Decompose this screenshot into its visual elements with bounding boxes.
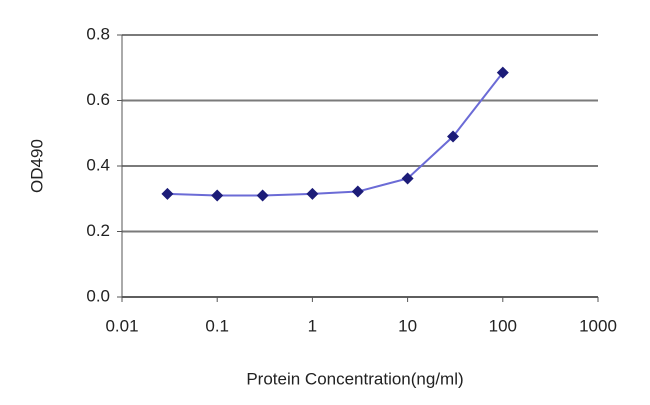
- y-tick-label: 0.6: [86, 90, 110, 109]
- data-point: [256, 189, 269, 202]
- x-tick-label: 0.01: [105, 316, 138, 335]
- data-point: [351, 185, 364, 198]
- y-tick-label: 0.0: [86, 286, 110, 305]
- x-tick-label: 1: [308, 316, 317, 335]
- data-point: [401, 172, 414, 185]
- data-point: [161, 187, 174, 200]
- y-tick-label: 0.8: [86, 24, 110, 43]
- x-tick-label: 100: [489, 316, 517, 335]
- x-tick-label: 1000: [579, 316, 617, 335]
- data-line: [167, 72, 504, 197]
- y-tick-label: 0.2: [86, 221, 110, 240]
- x-tick-label: 0.1: [205, 316, 229, 335]
- x-tick-label: 10: [398, 316, 417, 335]
- data-point: [306, 187, 319, 200]
- data-point: [211, 189, 224, 202]
- data-point: [496, 66, 509, 79]
- data-point: [447, 130, 460, 143]
- y-tick-label: 0.4: [86, 155, 110, 174]
- y-axis-title: OD490: [27, 139, 46, 193]
- x-axis-title: Protein Concentration(ng/ml): [246, 369, 463, 388]
